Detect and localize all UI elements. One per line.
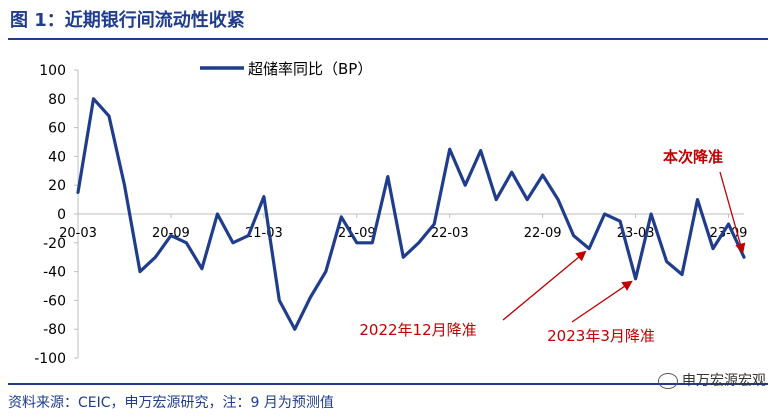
x-tick-label: 20-09 [152, 226, 190, 241]
x-tick-label: 21-09 [338, 226, 376, 241]
y-tick-label: -80 [43, 322, 66, 338]
legend-label: 超储率同比（BP） [248, 60, 372, 78]
y-tick-label: 100 [39, 63, 66, 79]
annotation-arrow [719, 171, 746, 254]
x-tick-label: 23-09 [710, 226, 748, 241]
y-tick-label: -100 [34, 351, 66, 367]
chart-title: 图 1：近期银行间流动性收紧 [10, 10, 245, 31]
x-tick-label: 21-03 [245, 226, 283, 241]
watermark-label: 申万宏源宏观 [682, 373, 766, 389]
wechat-icon [658, 373, 678, 389]
annotation-label: 2022年12月降准 [359, 321, 476, 339]
watermark: 申万宏源宏观 [658, 370, 766, 390]
series-line-superreserve [76, 97, 746, 331]
x-tick-label: 20-03 [59, 226, 97, 241]
y-tick-label: 60 [48, 121, 66, 137]
y-tick-label: -40 [43, 265, 66, 281]
y-tick-label: 20 [48, 178, 66, 194]
x-tick-label: 22-03 [431, 226, 469, 241]
y-tick-label: -20 [43, 236, 66, 252]
y-tick-label: -60 [43, 293, 66, 309]
y-tick-label: 40 [48, 149, 66, 165]
y-tick-label: 80 [48, 92, 66, 108]
footer-divider [8, 383, 768, 385]
x-tick-label: 22-09 [524, 226, 562, 241]
annotation-arrow [502, 250, 587, 321]
annotation-label: 本次降准 [663, 148, 723, 166]
annotation-arrow [571, 280, 633, 323]
y-tick-label: 0 [57, 207, 66, 223]
source-note: 资料来源：CEIC，申万宏源研究，注：9 月为预测值 [8, 395, 334, 411]
annotation-label: 2023年3月降准 [547, 327, 655, 345]
title-divider [8, 38, 768, 40]
